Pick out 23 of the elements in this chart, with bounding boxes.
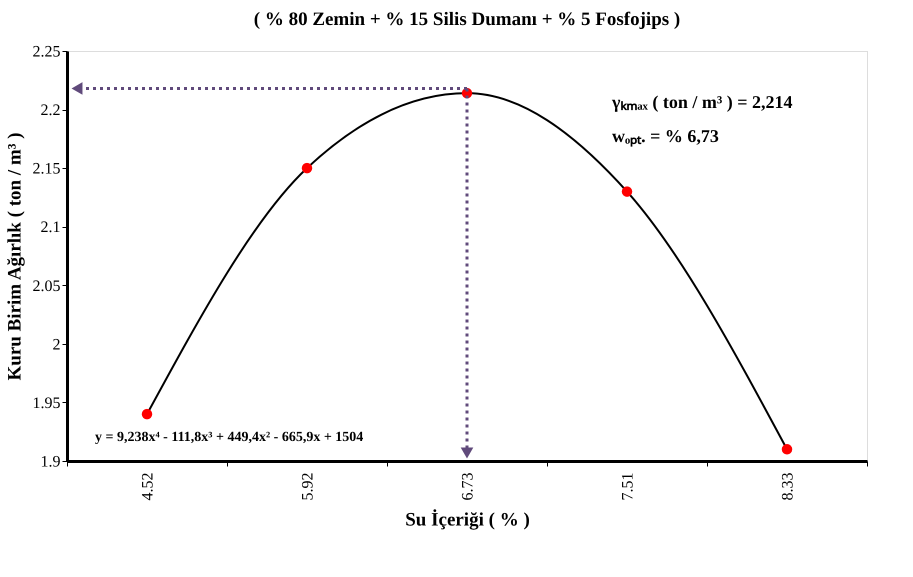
y-tick-label: 1.95 bbox=[32, 394, 60, 412]
y-tick-label: 2 bbox=[52, 336, 60, 354]
x-tick-label: 7.51 bbox=[620, 472, 636, 500]
x-tick-label: 8.33 bbox=[780, 472, 796, 500]
x-tick-label: 4.52 bbox=[140, 472, 156, 500]
point bbox=[302, 162, 312, 174]
x-tick-label: 6.73 bbox=[460, 472, 476, 500]
y-tick-label: 1.9 bbox=[40, 454, 60, 470]
annotation: y = 9,238x⁴ - 111,8x³ + 449,4x² - 665,9x + 1504 bbox=[95, 430, 364, 445]
point bbox=[142, 408, 152, 420]
y-axis-title: Kuru Birim Ağırlık ( ton / m³ ) bbox=[4, 132, 26, 380]
y-tick-label: 2.15 bbox=[32, 160, 60, 178]
chart-title: ( % 80 Zemin + % 15 Silis Dumanı + % 5 Fosfojips ) bbox=[254, 9, 680, 30]
y-tick-label: 2.25 bbox=[32, 44, 60, 60]
x-tick-label: 5.92 bbox=[300, 472, 316, 500]
point bbox=[782, 444, 792, 455]
y-tick-label: 2.1 bbox=[40, 219, 60, 236]
annotation: wₒₚₜ. = % 6,73 bbox=[612, 126, 719, 147]
annotation: γₖₘₐₓ ( ton / m³ ) = 2,214 bbox=[611, 92, 792, 112]
y-tick-label: 2.2 bbox=[40, 102, 60, 120]
y-tick-label: 2.05 bbox=[32, 278, 60, 295]
x-axis-title: Su İçeriği ( % ) bbox=[405, 508, 530, 530]
point bbox=[622, 186, 632, 197]
